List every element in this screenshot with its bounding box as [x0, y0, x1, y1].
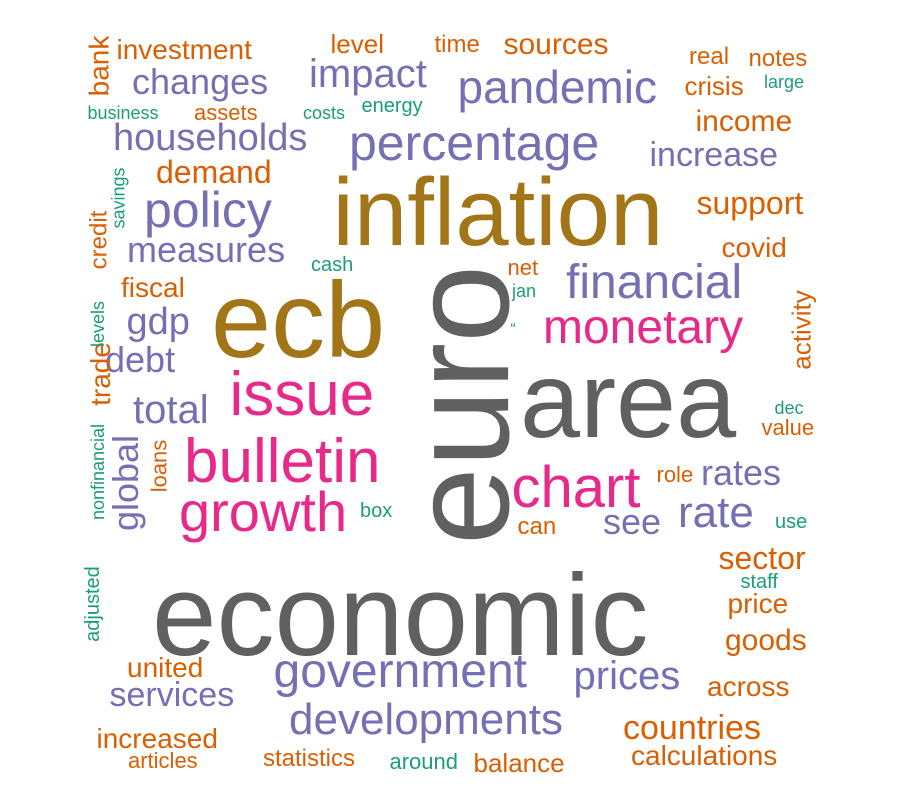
word-financial: financial [566, 256, 743, 309]
word-services: services [109, 676, 235, 714]
word-level: level [330, 29, 384, 59]
word-levels: levels [88, 300, 109, 348]
word-households: households [113, 117, 308, 159]
word-increased: increased [96, 723, 218, 754]
word-statistics: statistics [263, 745, 356, 772]
word-can: can [517, 513, 557, 540]
word-box: box [360, 500, 393, 522]
word-growth: growth [179, 480, 348, 543]
word-inflation: inflation [332, 159, 664, 266]
word-impact: impact [309, 52, 427, 96]
word-ecb: ecb [211, 259, 386, 380]
word-value: value [761, 415, 815, 440]
word-bulletin: bulletin [184, 427, 381, 496]
word-pandemic: pandemic [457, 61, 657, 113]
word-jan: jan [512, 281, 537, 301]
word-changes: changes [132, 61, 269, 102]
word-balance: balance [473, 748, 565, 778]
word-use: use [775, 511, 808, 533]
word-rate: rate [678, 488, 754, 537]
word-countries: countries [623, 709, 761, 747]
word-across: across [707, 671, 790, 702]
word-see: see [603, 501, 662, 542]
word-government: government [273, 645, 527, 698]
word-real: real [689, 43, 730, 70]
word-developments: developments [289, 695, 563, 744]
word-price: price [727, 588, 789, 619]
word-costs: costs [303, 103, 346, 123]
word-calculations: calculations [631, 740, 778, 771]
word-goods: goods [725, 624, 807, 657]
word-dec: dec [774, 398, 804, 418]
word-sector: sector [718, 540, 806, 576]
word-rates: rates [701, 452, 782, 493]
word-support: support [696, 185, 804, 221]
word-euro: euro [381, 264, 539, 546]
word-united: united [127, 652, 204, 683]
word-total: total [133, 388, 209, 432]
word-percentage: percentage [349, 115, 600, 171]
word-economic: economic [152, 550, 649, 680]
word-role: role [656, 462, 694, 487]
word-demand: demand [156, 154, 272, 190]
word-income: income [695, 105, 793, 138]
word-around: around [389, 749, 459, 774]
word-bank: bank [82, 35, 114, 97]
word-policy: policy [144, 182, 272, 238]
word-measures: measures [127, 229, 286, 270]
word-staff: staff [740, 571, 778, 593]
word-quote: “ [510, 321, 516, 338]
word-increase: increase [649, 136, 779, 174]
word-large: large [764, 72, 805, 92]
word-business: business [87, 103, 159, 123]
word-issue: issue [229, 360, 375, 429]
word-global: global [105, 434, 147, 532]
word-savings: savings [108, 167, 129, 229]
word-prices: prices [573, 654, 681, 698]
word-assets: assets [194, 100, 258, 125]
word-notes: notes [748, 45, 808, 72]
word-credit: credit [84, 210, 112, 270]
word-investment: investment [116, 34, 252, 65]
word-debt: debt [105, 339, 176, 380]
word-net: net [507, 255, 539, 280]
word-nonfinancial: nonfinancial [88, 423, 109, 521]
word-adjusted: adjusted [81, 566, 104, 642]
word-chart: chart [511, 455, 641, 520]
word-trade: trade [84, 342, 116, 406]
word-energy: energy [361, 95, 423, 117]
word-covid: covid [721, 232, 787, 263]
word-fiscal: fiscal [121, 272, 185, 303]
word-crisis: crisis [684, 71, 744, 101]
word-sources: sources [503, 28, 609, 61]
word-area: area [520, 339, 737, 460]
word-cash: cash [311, 254, 354, 276]
word-loans: loans [145, 439, 171, 493]
word-monetary: monetary [543, 301, 744, 354]
word-time: time [434, 31, 480, 58]
word-articles: articles [128, 748, 198, 773]
word-activity: activity [786, 290, 817, 370]
word-gdp: gdp [126, 301, 190, 343]
